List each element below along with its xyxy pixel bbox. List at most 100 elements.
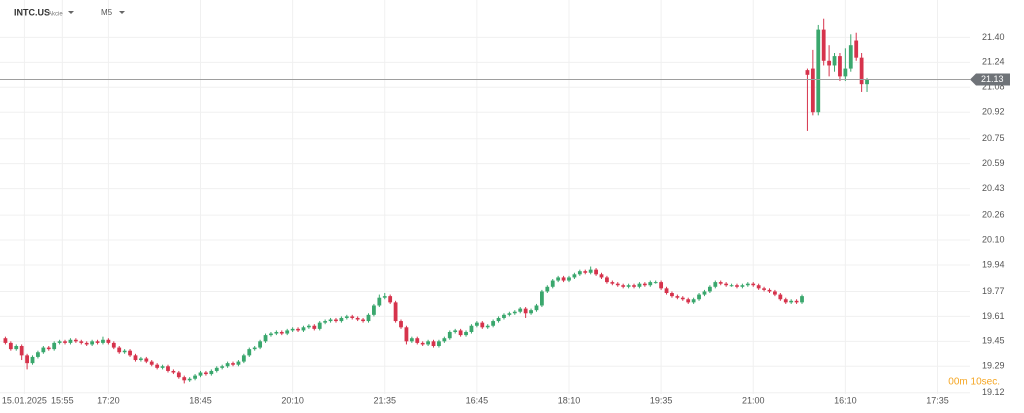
candle-body	[171, 370, 176, 373]
candle-body	[252, 347, 257, 350]
candle-body	[783, 299, 788, 303]
candle-body	[377, 297, 382, 306]
candle-body	[285, 330, 290, 334]
candle-body	[437, 341, 441, 347]
candle-body	[838, 56, 842, 77]
x-tick-label: 15:55	[51, 395, 74, 405]
symbol[interactable]: INTC.US	[14, 7, 50, 17]
candle-body	[594, 269, 598, 275]
candle-body	[393, 302, 398, 322]
candle-body	[111, 342, 116, 348]
y-tick-label: 19.45	[982, 336, 1005, 346]
y-tick-label: 19.94	[982, 259, 1005, 269]
candle-body	[469, 325, 474, 332]
x-tick-label: 18:10	[558, 395, 581, 405]
candle-body	[231, 363, 235, 365]
candle-body	[225, 363, 230, 367]
y-tick-label: 19.77	[982, 286, 1005, 296]
current-price-tag	[970, 73, 1010, 86]
candle-body	[68, 339, 73, 343]
candle-body	[220, 366, 225, 368]
candle-body	[204, 372, 208, 375]
candle-body	[149, 361, 154, 365]
candle-body	[355, 317, 360, 320]
y-tick-label: 21.24	[982, 57, 1005, 67]
candle-body	[334, 319, 338, 322]
candle-body	[545, 286, 550, 292]
candle-body	[561, 277, 566, 281]
candle-body	[209, 370, 214, 375]
candle-body	[599, 274, 604, 278]
candle-body	[512, 311, 517, 314]
timeframe-dropdown[interactable]	[119, 11, 125, 14]
candle-body	[372, 305, 376, 315]
candle-body	[740, 285, 745, 287]
candle-body	[653, 282, 658, 284]
candle-body	[718, 282, 723, 284]
candle-body	[274, 331, 279, 334]
candle-body	[670, 293, 674, 297]
candle-body	[382, 296, 387, 298]
x-tick-label: 21:35	[373, 395, 396, 405]
candle-body	[523, 308, 528, 314]
y-tick-label: 19.29	[982, 361, 1005, 371]
candle-body	[621, 285, 626, 287]
x-tick-label: 20:10	[281, 395, 304, 405]
candle-body	[426, 341, 431, 345]
candle-body	[713, 282, 718, 287]
candle-body	[724, 283, 729, 286]
candle-body	[854, 40, 859, 58]
candle-body	[95, 341, 100, 343]
candle-body	[279, 331, 284, 334]
candle-body	[431, 341, 436, 347]
candle-body	[789, 300, 794, 303]
candle-body	[843, 68, 848, 77]
candle-body	[610, 282, 615, 284]
candle-body	[691, 299, 696, 303]
candle-body	[697, 294, 701, 300]
plot: 21.40 21.24 21.08 20.92 20.75 20.59 20.43 20.26…	[0, 0, 1010, 405]
candle-body	[810, 68, 815, 113]
x-tick-label: 17:35	[926, 395, 949, 405]
candle-body	[388, 296, 393, 303]
candle-body	[832, 56, 837, 66]
candle-body	[778, 294, 783, 300]
candle-body	[659, 282, 664, 289]
candle-body	[729, 285, 734, 287]
candle-body	[263, 335, 268, 342]
candle-body	[366, 314, 371, 322]
candle-body	[306, 325, 311, 328]
x-tick-label: 16:45	[466, 395, 489, 405]
candle-body	[14, 346, 19, 350]
candle-body	[79, 341, 84, 343]
candle-body	[155, 364, 160, 368]
candle-body	[480, 322, 485, 328]
candle-body	[675, 296, 680, 298]
candle-body	[865, 79, 869, 85]
timeframe[interactable]: M5	[101, 8, 113, 17]
candle-body	[632, 285, 636, 287]
candle-body	[420, 342, 425, 345]
candle-body	[605, 277, 609, 283]
candle-body	[800, 296, 804, 303]
countdown: 00m 10sec.	[948, 377, 1000, 388]
candle-body	[751, 283, 756, 286]
candle-body	[247, 349, 252, 356]
candle-body	[269, 333, 273, 336]
candle-body	[485, 325, 490, 328]
y-tick-label: 20.59	[982, 158, 1005, 168]
candle-body	[577, 271, 582, 275]
x-tick-label: 16:10	[834, 395, 857, 405]
candle-body	[642, 283, 647, 286]
candle-body	[258, 341, 263, 348]
y-tick-label: 20.92	[982, 107, 1005, 117]
candle-body	[550, 280, 555, 287]
candle-body	[507, 313, 512, 315]
candle-body	[773, 291, 777, 295]
candle-body	[144, 358, 149, 362]
symbol-dropdown[interactable]	[68, 11, 74, 14]
y-tick-label: 20.75	[982, 133, 1005, 143]
candle-body	[702, 291, 707, 295]
candle-body	[572, 274, 577, 278]
candle-body	[46, 347, 51, 350]
